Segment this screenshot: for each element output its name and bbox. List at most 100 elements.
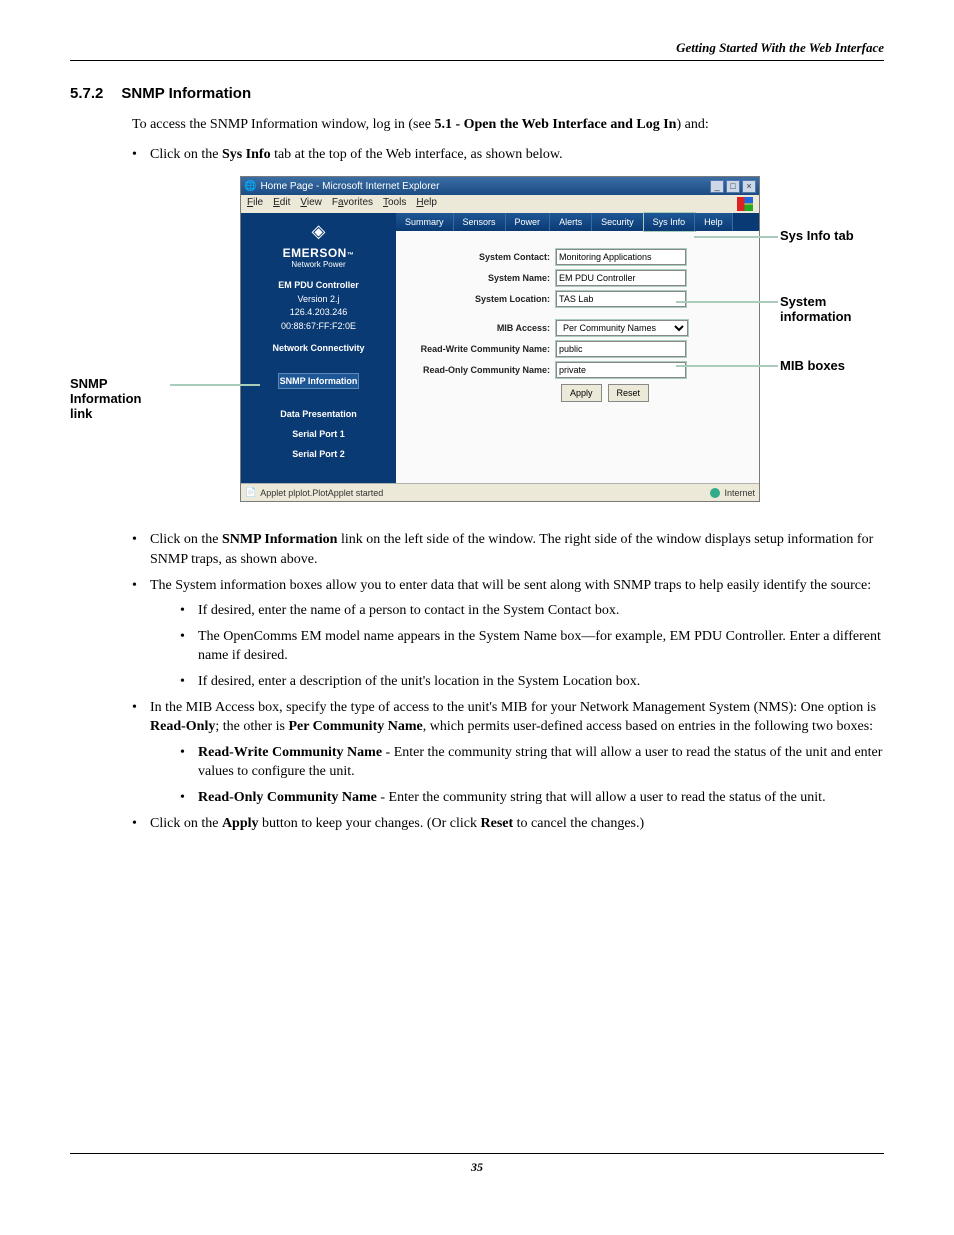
input-system-location[interactable] <box>556 291 686 307</box>
brand-icon: ◈ <box>247 221 390 242</box>
tab-sensors[interactable]: Sensors <box>454 213 506 231</box>
menu-edit[interactable]: Edit <box>273 197 290 211</box>
ie-icon: 🌐 <box>244 181 256 192</box>
tab-power[interactable]: Power <box>506 213 551 231</box>
sidebar: ◈ EMERSON™ Network Power EM PDU Controll… <box>241 213 396 483</box>
sidebar-net-connectivity[interactable]: Network Connectivity <box>247 343 390 353</box>
input-rw-community[interactable] <box>556 341 686 357</box>
callout-text: Information <box>70 391 170 406</box>
apply-button[interactable]: Apply <box>561 384 602 402</box>
text: to cancel the changes.) <box>513 816 644 831</box>
status-msg: Applet plplot.PlotApplet started <box>260 488 383 498</box>
sub-bullet: Read-Write Community Name - Enter the co… <box>180 743 884 782</box>
text-bold: Read-Only <box>150 719 215 734</box>
bullet-item: Click on the SNMP Information link on th… <box>132 530 884 569</box>
sidebar-data-presentation[interactable]: Data Presentation <box>247 409 390 419</box>
label-mib-access: MIB Access: <box>406 323 556 333</box>
text: Click on the <box>150 816 222 831</box>
input-system-contact[interactable] <box>556 249 686 265</box>
tab-security[interactable]: Security <box>592 213 644 231</box>
applet-icon: 📄 <box>245 487 256 498</box>
section-number: 5.7.2 <box>70 85 103 102</box>
label-rw-community: Read-Write Community Name: <box>406 344 556 354</box>
brand-subtext: Network Power <box>247 260 390 269</box>
callout-line <box>694 236 778 238</box>
callout-system-info: System information <box>780 294 852 324</box>
menu-favorites[interactable]: Favorites <box>332 197 373 211</box>
brand-text: EMERSON™ <box>247 246 390 260</box>
ie-titlebar: 🌐 Home Page - Microsoft Internet Explore… <box>241 177 759 195</box>
text: tab at the top of the Web interface, as … <box>271 147 563 162</box>
menu-view[interactable]: View <box>300 197 322 211</box>
ie-statusbar: 📄 Applet plplot.PlotApplet started Inter… <box>241 483 759 501</box>
device-ip: 126.4.203.246 <box>247 306 390 320</box>
text: ; the other is <box>215 719 288 734</box>
ie-menubar: File Edit View Favorites Tools Help <box>241 195 759 213</box>
text: - Enter the community string that will a… <box>377 790 826 805</box>
zone-icon <box>710 488 720 498</box>
input-ro-community[interactable] <box>556 362 686 378</box>
zone-text: Internet <box>724 488 755 498</box>
sub-bullet: The OpenComms EM model name appears in t… <box>180 627 884 666</box>
minimize-button[interactable]: _ <box>710 180 724 193</box>
text-bold: Per Community Name <box>288 719 422 734</box>
label-system-location: System Location: <box>406 294 556 304</box>
menu-file[interactable]: File <box>247 197 263 211</box>
bullet-item: In the MIB Access box, specify the type … <box>132 698 884 808</box>
bullet-item: The System information boxes allow you t… <box>132 576 884 692</box>
callout-line <box>676 365 778 367</box>
page-number: 35 <box>70 1153 884 1175</box>
running-head: Getting Started With the Web Interface <box>70 40 884 61</box>
sidebar-serial-port-1[interactable]: Serial Port 1 <box>247 429 390 439</box>
maximize-button[interactable]: □ <box>726 180 740 193</box>
device-version: Version 2.j <box>247 293 390 307</box>
text: The System information boxes allow you t… <box>150 578 871 593</box>
text: ) and: <box>676 117 708 132</box>
tab-summary[interactable]: Summary <box>396 213 454 231</box>
menu-help[interactable]: Help <box>416 197 437 211</box>
sub-bullet: If desired, enter a description of the u… <box>180 672 884 692</box>
text-bold: Read-Only Community Name <box>198 790 377 805</box>
text: To access the SNMP Information window, l… <box>132 117 434 132</box>
text: button to keep your changes. (Or click <box>259 816 481 831</box>
tab-alerts[interactable]: Alerts <box>550 213 592 231</box>
text-bold: Apply <box>222 816 259 831</box>
device-info: EM PDU Controller Version 2.j 126.4.203.… <box>247 279 390 333</box>
app-body: ◈ EMERSON™ Network Power EM PDU Controll… <box>241 213 759 483</box>
bullet-item: Click on the Sys Info tab at the top of … <box>132 145 884 165</box>
callout-line <box>170 384 260 386</box>
callout-snmp-link: SNMP Information link <box>70 376 170 421</box>
callout-text: information <box>780 309 852 324</box>
tab-sysinfo[interactable]: Sys Info <box>644 213 696 231</box>
menu-tools[interactable]: Tools <box>383 197 406 211</box>
bullet-item: Click on the Apply button to keep your c… <box>132 814 884 834</box>
device-mac: 00:88:67:FF:F2:0E <box>247 320 390 334</box>
ie-title-text: Home Page - Microsoft Internet Explorer <box>260 181 439 192</box>
sidebar-snmp-info[interactable]: SNMP Information <box>278 373 360 389</box>
close-button[interactable]: × <box>742 180 756 193</box>
tab-help[interactable]: Help <box>695 213 733 231</box>
text-bold: Read-Write Community Name <box>198 745 382 760</box>
sub-bullet: Read-Only Community Name - Enter the com… <box>180 788 884 808</box>
select-mib-access[interactable]: Per Community Names <box>556 320 688 336</box>
windows-flag-icon <box>737 197 753 211</box>
callout-text: link <box>70 406 170 421</box>
text-bold: SNMP Information <box>222 532 338 547</box>
text: , which permits user-defined access base… <box>423 719 873 734</box>
sidebar-serial-port-2[interactable]: Serial Port 2 <box>247 449 390 459</box>
callout-text: SNMP <box>70 376 170 391</box>
text: Click on the <box>150 147 222 162</box>
input-system-name[interactable] <box>556 270 686 286</box>
ie-window: 🌐 Home Page - Microsoft Internet Explore… <box>240 176 760 502</box>
tabs: Summary Sensors Power Alerts Security Sy… <box>396 213 759 231</box>
section-title: SNMP Information <box>121 85 251 102</box>
reset-button[interactable]: Reset <box>608 384 650 402</box>
section-heading: 5.7.2 SNMP Information <box>70 85 884 102</box>
main-panel: Summary Sensors Power Alerts Security Sy… <box>396 213 759 483</box>
label-system-name: System Name: <box>406 273 556 283</box>
text-bold: 5.1 - Open the Web Interface and Log In <box>434 117 676 132</box>
text: In the MIB Access box, specify the type … <box>150 700 876 715</box>
intro-paragraph: To access the SNMP Information window, l… <box>132 116 884 135</box>
text: Click on the <box>150 532 222 547</box>
callout-sysinfo-tab: Sys Info tab <box>780 228 854 243</box>
